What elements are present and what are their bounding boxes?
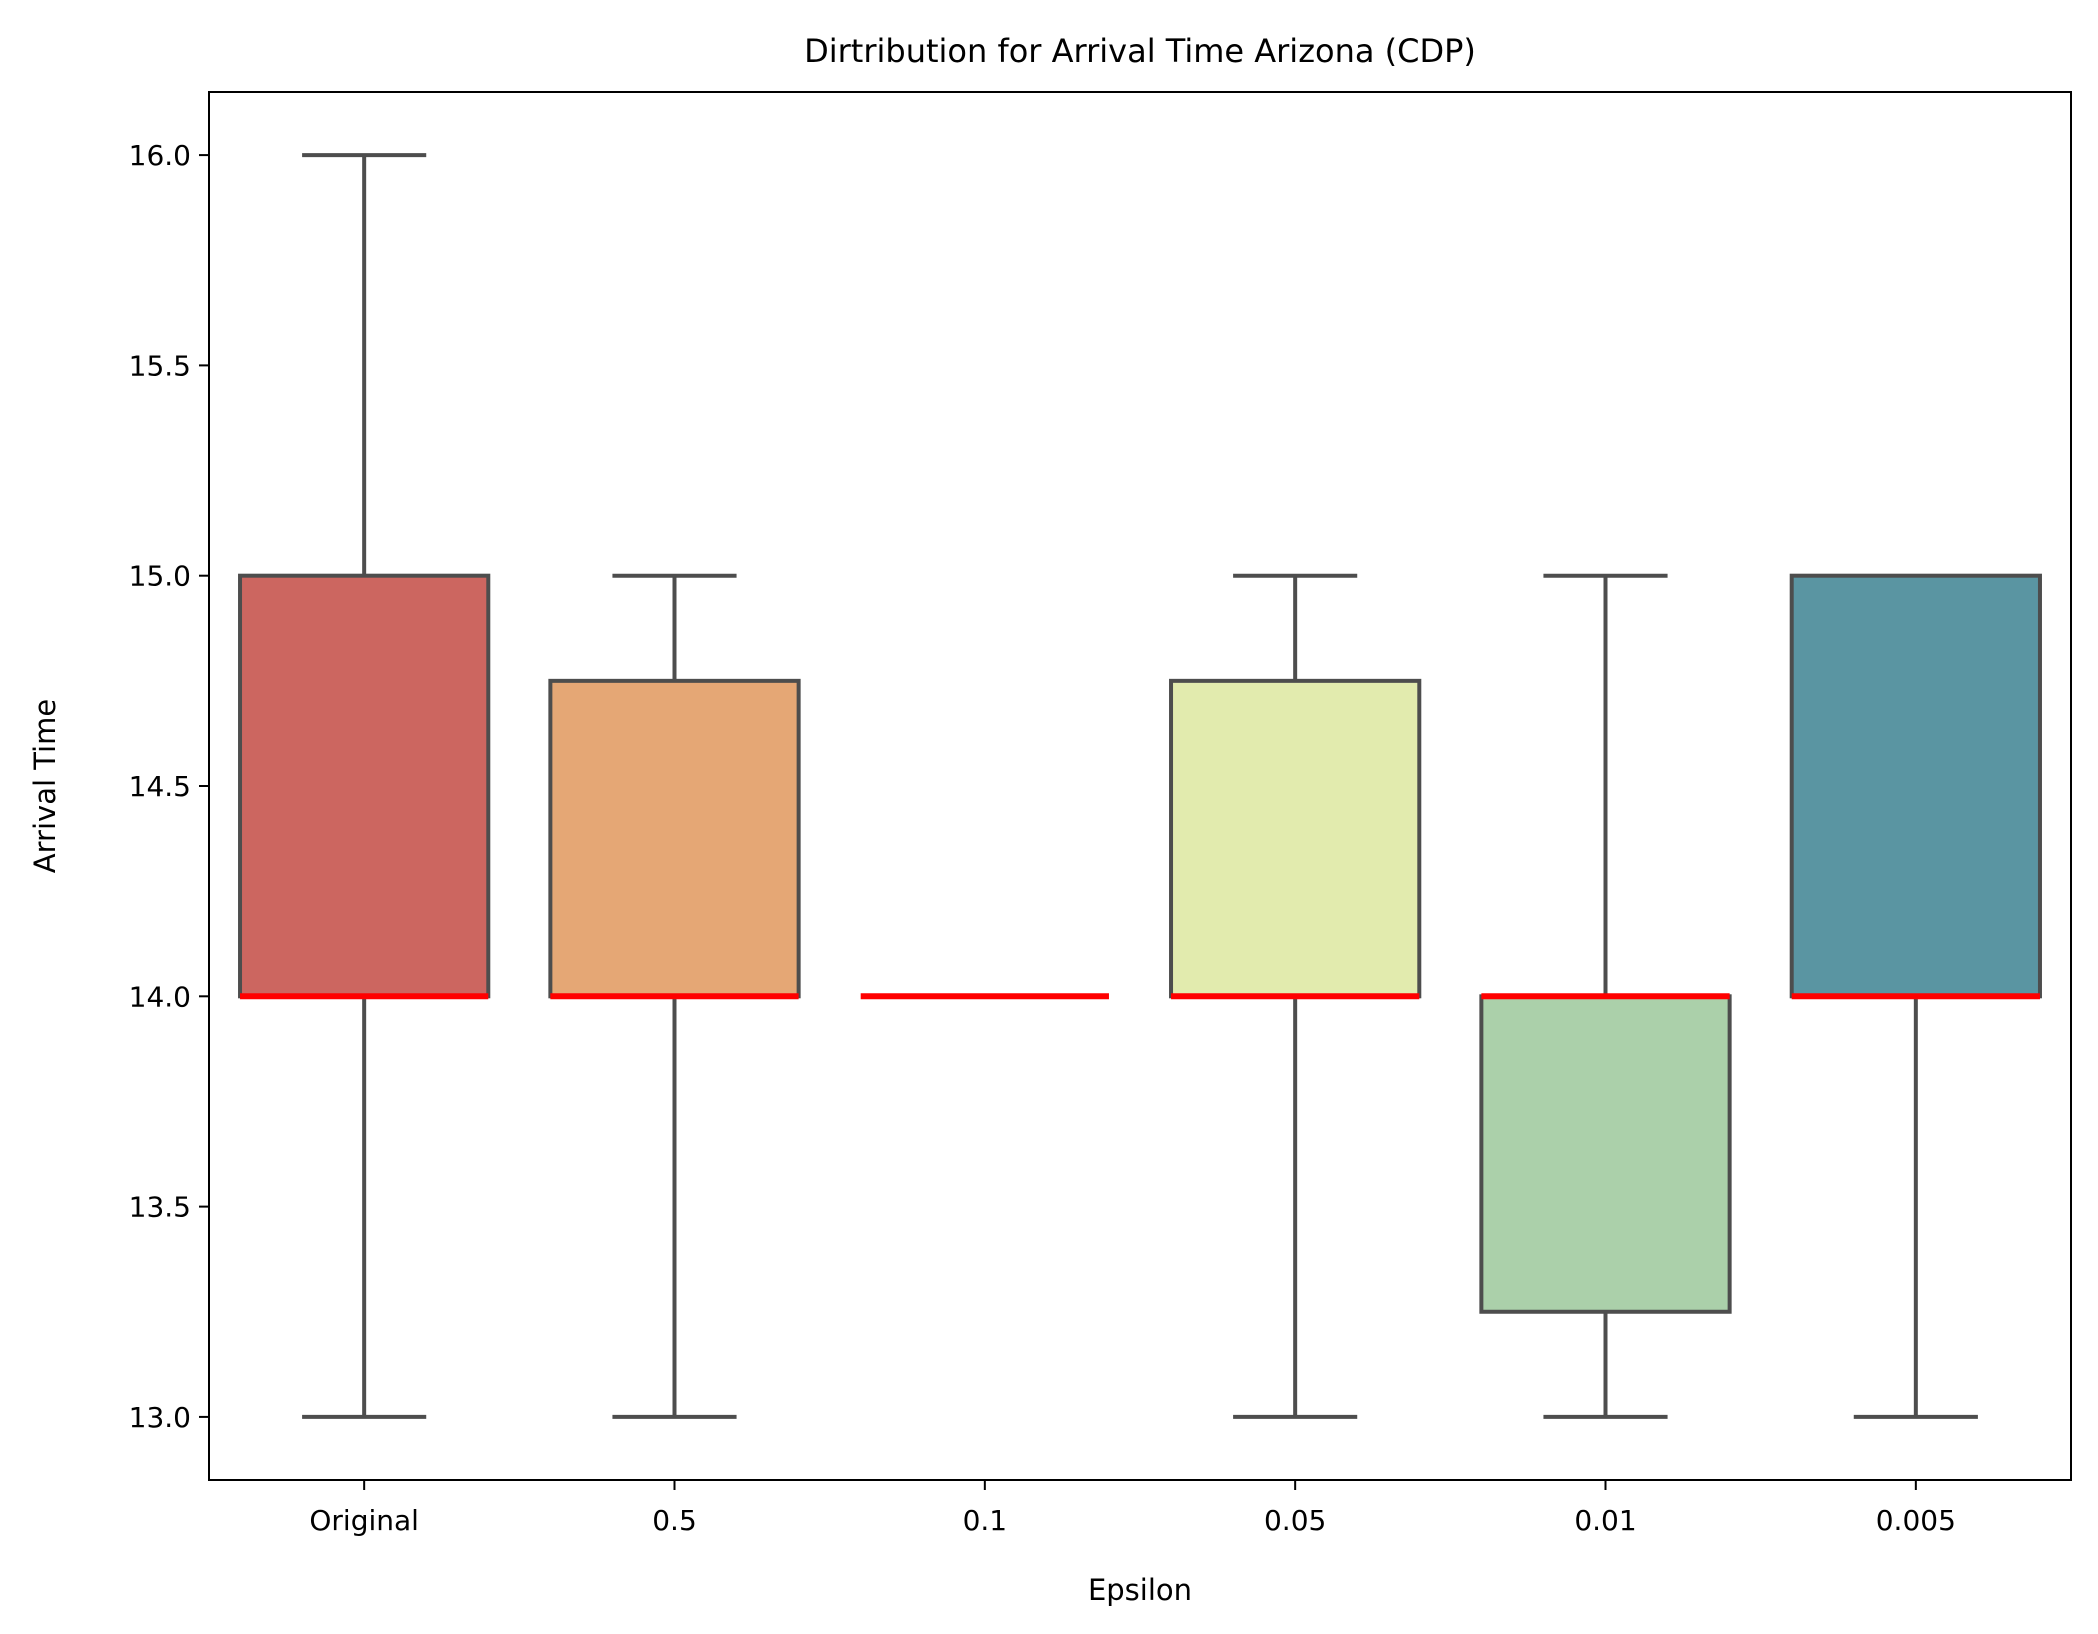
y-tick-label: 14.0 xyxy=(129,980,191,1013)
box-group xyxy=(1789,573,2042,1419)
x-tick-label: 0.005 xyxy=(1876,1504,1956,1537)
box-iqr xyxy=(1789,573,2042,999)
x-tick-label: 0.05 xyxy=(1264,1504,1326,1537)
box-iqr xyxy=(548,678,801,999)
y-tick-label: 13.0 xyxy=(129,1401,191,1434)
y-tick-label: 16.0 xyxy=(129,139,191,172)
x-axis-label: Epsilon xyxy=(1088,1573,1192,1607)
y-tick-label: 15.5 xyxy=(129,349,191,382)
chart-title: Dirtribution for Arrival Time Arizona (C… xyxy=(804,32,1476,70)
y-axis: 13.0 13.5 14.0 14.5 15.0 15.5 16.0 xyxy=(129,139,209,1434)
box-group xyxy=(1169,573,1422,1419)
box-iqr xyxy=(1169,678,1422,999)
box-group xyxy=(548,573,801,1419)
box-iqr xyxy=(1479,994,1732,1314)
box-group xyxy=(238,153,491,1419)
x-tick-label: Original xyxy=(309,1504,419,1537)
y-tick-label: 14.5 xyxy=(129,770,191,803)
y-tick-label: 13.5 xyxy=(129,1191,191,1224)
x-axis: Original 0.5 0.1 0.05 0.01 0.005 xyxy=(309,1480,1956,1537)
x-tick-label: 0.01 xyxy=(1574,1504,1636,1537)
box-group xyxy=(1479,573,1732,1419)
y-tick-label: 15.0 xyxy=(129,560,191,593)
x-tick-label: 0.5 xyxy=(652,1504,697,1537)
plot-area xyxy=(238,153,2042,1419)
box-iqr xyxy=(238,573,491,999)
y-axis-label: Arrival Time xyxy=(28,699,62,873)
x-tick-label: 0.1 xyxy=(963,1504,1008,1537)
